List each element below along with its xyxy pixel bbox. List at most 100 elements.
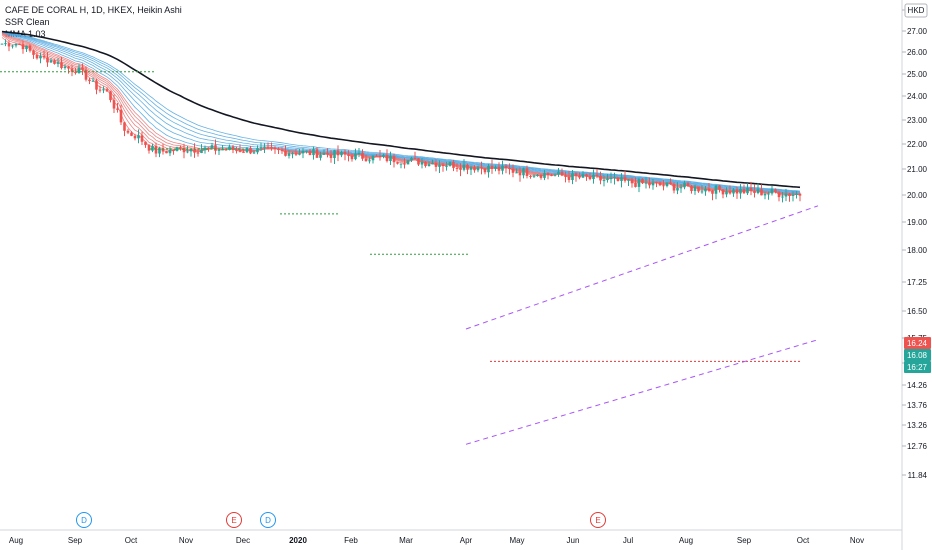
candle-body	[725, 191, 728, 195]
y-tick-label: 13.26	[907, 421, 928, 430]
candle-body	[112, 100, 116, 109]
x-tick-label: Feb	[344, 536, 358, 545]
event-marker: E	[226, 512, 242, 528]
y-tick-label: 12.76	[907, 442, 928, 451]
event-marker: D	[260, 512, 276, 528]
event-marker-letter: E	[595, 516, 600, 525]
candle-body	[42, 56, 46, 58]
candle-body	[315, 149, 319, 158]
candle-body	[280, 150, 284, 152]
candle-body	[67, 66, 70, 69]
candle-body	[214, 145, 217, 151]
candle-body	[252, 152, 256, 154]
candle-body	[476, 167, 480, 171]
candle-body	[35, 54, 39, 59]
candle-body	[613, 177, 616, 179]
candle-body	[686, 182, 690, 187]
candle-body	[389, 156, 392, 162]
candle-body	[361, 152, 364, 159]
candle-body	[672, 184, 676, 191]
candle-body	[588, 176, 592, 180]
candle-body	[578, 175, 581, 178]
y-tick-label: 24.00	[907, 92, 928, 101]
candle-body	[326, 153, 329, 155]
candle-body	[704, 188, 707, 192]
candle-body	[123, 122, 126, 131]
candle-body	[221, 149, 224, 151]
candle-body	[277, 149, 280, 151]
candle-body	[798, 193, 802, 196]
candle-body	[336, 150, 340, 156]
ma-baseline	[1, 30, 801, 189]
candle-body	[53, 60, 56, 64]
candle-body	[511, 169, 515, 173]
candle-body	[462, 164, 466, 170]
event-marker: D	[76, 512, 92, 528]
candle-body	[242, 151, 245, 153]
candle-body	[284, 151, 287, 156]
candle-body	[539, 175, 543, 178]
candle-body	[130, 132, 133, 136]
candle-body	[298, 153, 301, 155]
candle-body	[480, 167, 483, 169]
candle-body	[217, 149, 221, 151]
candle-body	[455, 167, 459, 169]
candle-body	[714, 185, 718, 194]
candle-body	[567, 176, 571, 180]
y-tick-label: 17.25	[907, 278, 928, 287]
candle-body	[529, 175, 532, 177]
candle-body	[742, 189, 746, 194]
candle-body	[508, 168, 511, 170]
candle-body	[126, 130, 130, 133]
candle-body	[357, 152, 361, 154]
candle-body	[585, 174, 588, 177]
candle-body	[228, 146, 231, 150]
candle-body	[665, 182, 669, 187]
candle-body	[193, 149, 196, 153]
candle-body	[490, 165, 494, 169]
candle-body	[648, 182, 651, 186]
candle-body	[788, 193, 791, 196]
candle-body	[354, 153, 357, 160]
candle-body	[623, 177, 627, 181]
candle-body	[406, 160, 410, 165]
candle-body	[151, 145, 154, 151]
x-tick-label: Jul	[623, 536, 633, 545]
candle-body	[497, 166, 501, 171]
ma-long-line	[1, 32, 801, 194]
event-marker-letter: D	[81, 516, 87, 525]
x-tick-label: Jun	[567, 536, 580, 545]
candle-body	[28, 45, 32, 51]
candle-body	[333, 150, 336, 158]
event-marker-circle	[260, 512, 276, 528]
currency-label: HKD	[908, 6, 925, 15]
candle-body	[88, 79, 91, 82]
candle-body	[238, 150, 242, 152]
candle-body	[679, 187, 683, 189]
candle-body	[641, 179, 644, 184]
x-tick-label: 2020	[289, 536, 307, 545]
candle-body	[466, 164, 469, 170]
candle-body	[473, 167, 476, 171]
candle-body	[56, 62, 60, 64]
candle-body	[441, 164, 445, 167]
candle-body	[263, 146, 266, 148]
x-tick-label: Sep	[68, 536, 83, 545]
candle-body	[728, 191, 732, 194]
price-label-box	[904, 349, 931, 361]
candle-body	[606, 178, 609, 181]
candle-body	[273, 147, 277, 150]
candle-body	[270, 147, 273, 149]
candle-body	[662, 185, 665, 187]
candle-body	[753, 190, 756, 194]
candle-body	[410, 157, 413, 161]
indicator-ssr-clean: SSR Clean	[5, 17, 50, 27]
x-tick-label: Dec	[236, 536, 250, 545]
candle-body	[291, 153, 294, 155]
candle-body	[91, 80, 95, 82]
candle-body	[658, 182, 662, 186]
x-tick-label: Oct	[125, 536, 138, 545]
candle-body	[483, 168, 487, 173]
price-label-box	[904, 337, 931, 349]
